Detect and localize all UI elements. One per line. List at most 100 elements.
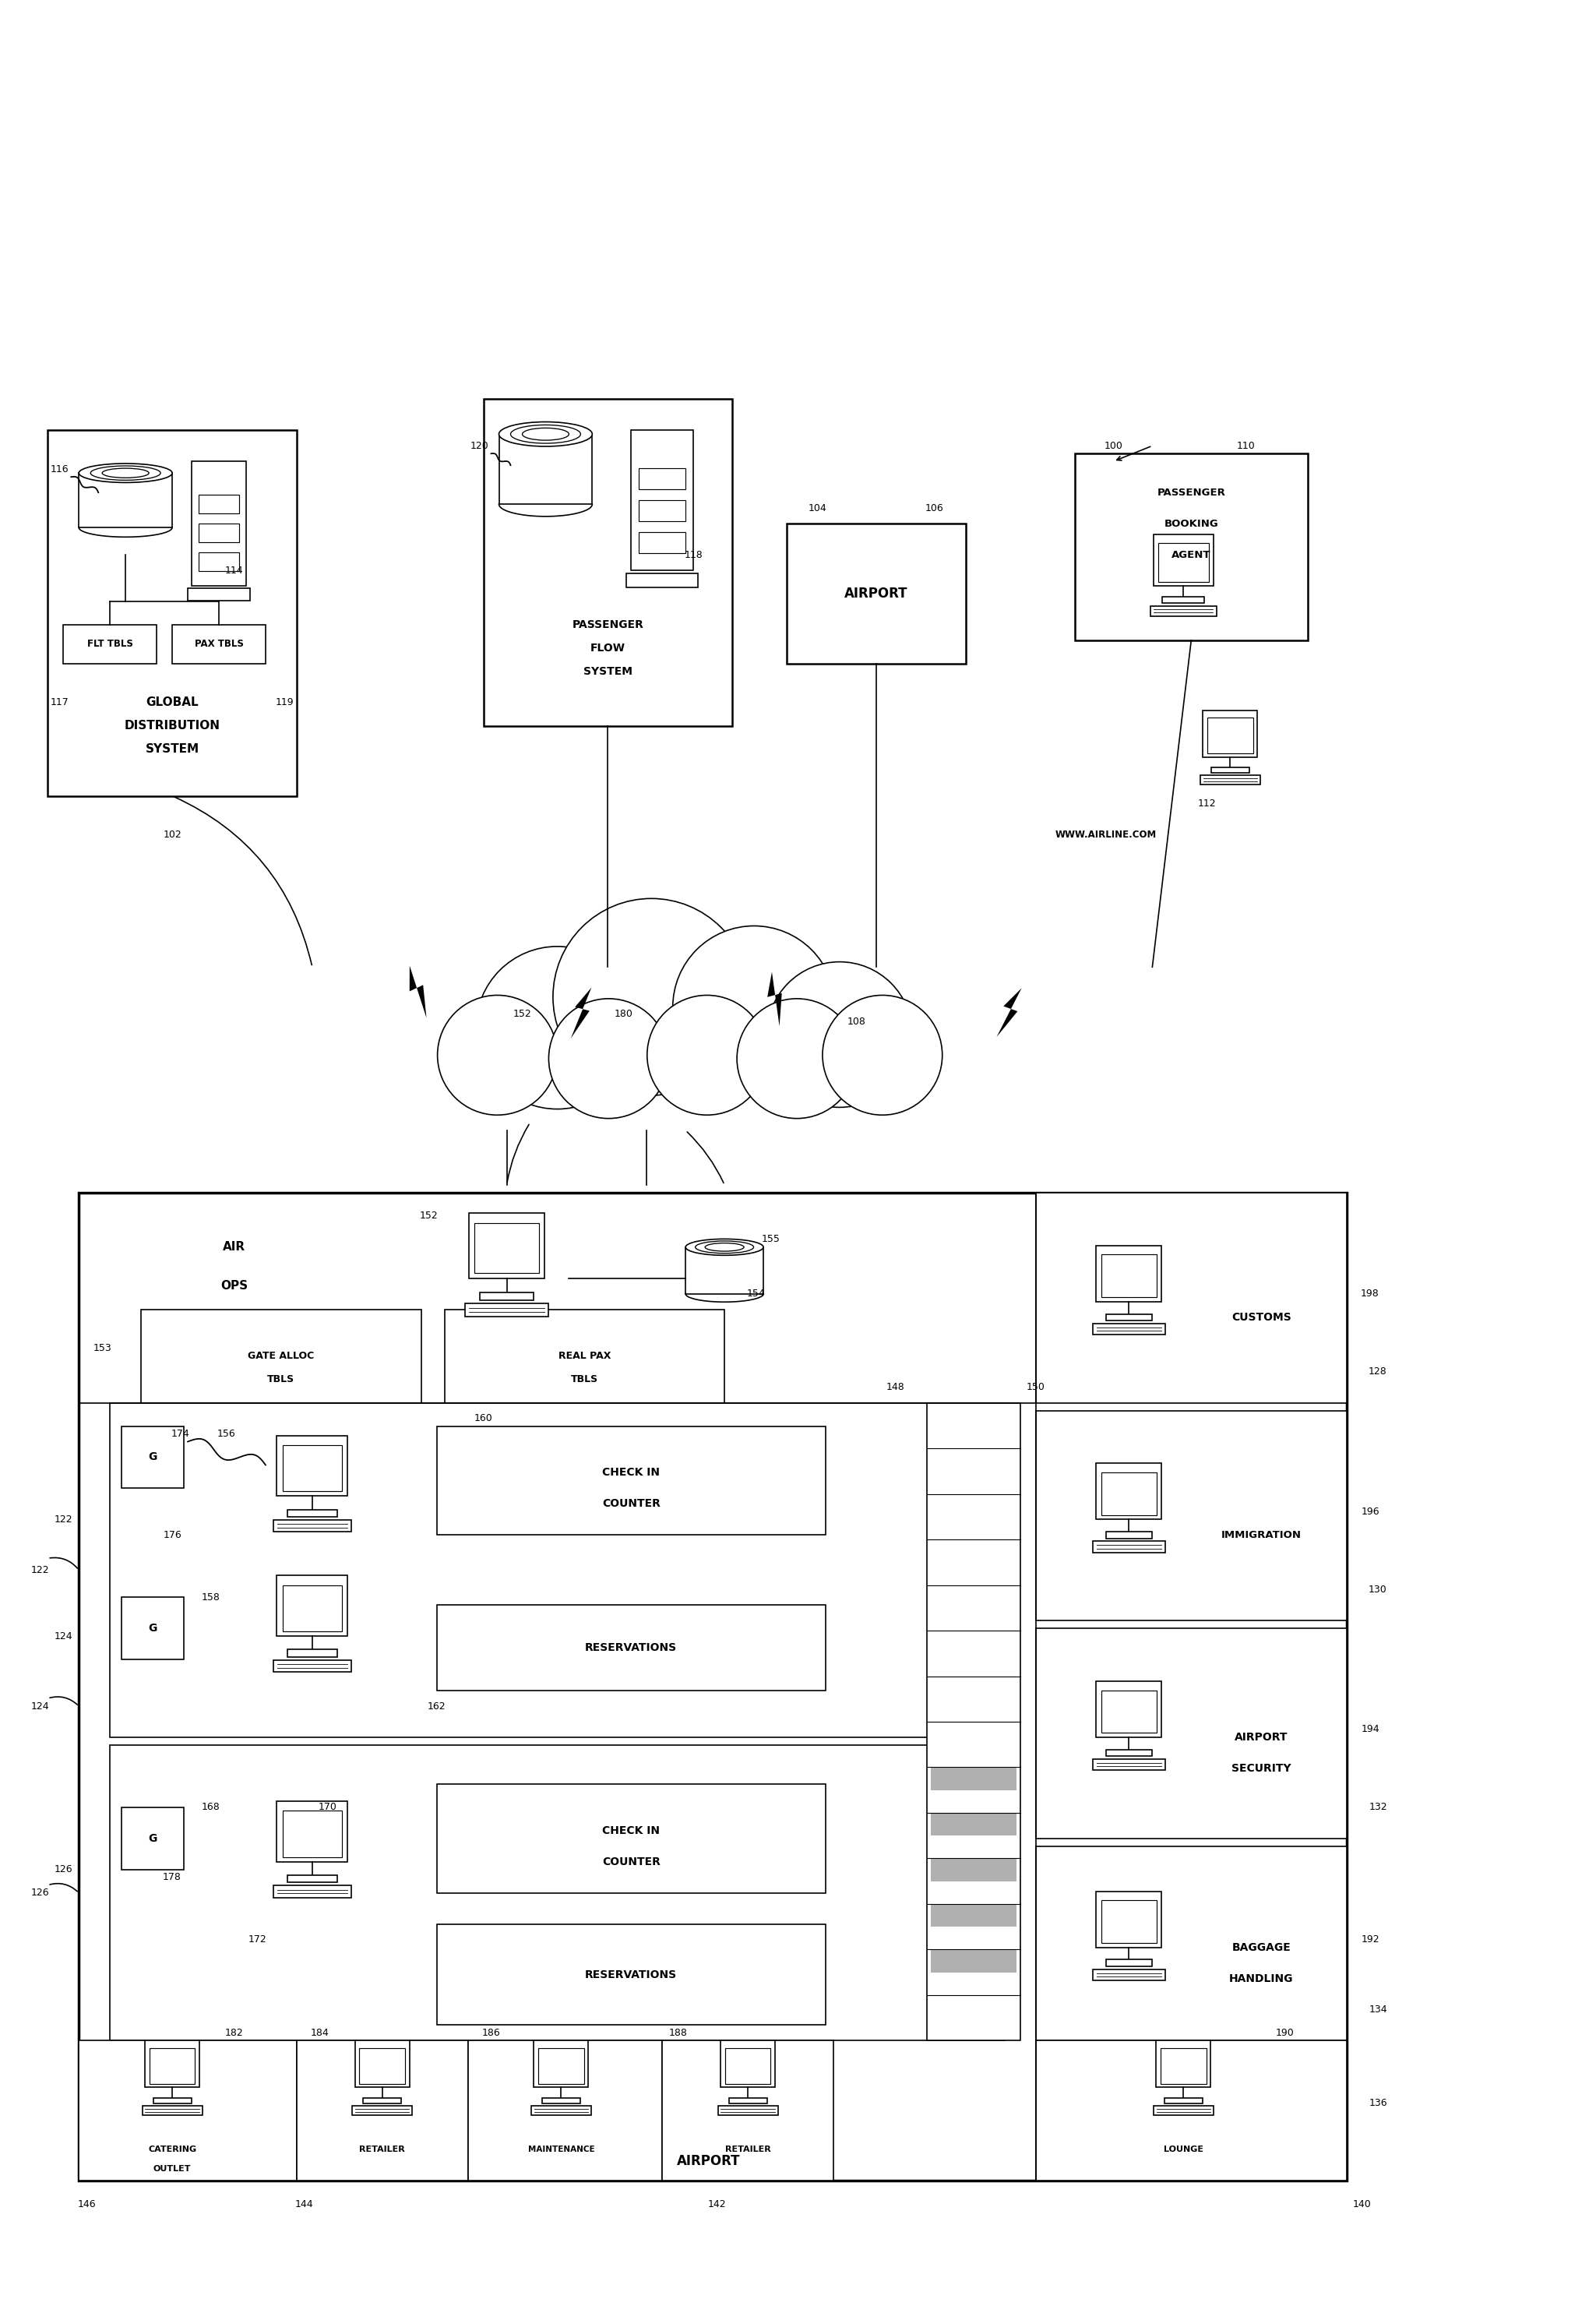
Bar	[484, 400, 733, 726]
Text: OPS: OPS	[220, 1281, 247, 1292]
Bar	[627, 572, 697, 586]
Bar	[198, 552, 239, 570]
Bar	[287, 1648, 337, 1658]
Bar	[287, 1876, 337, 1883]
Text: PASSENGER: PASSENGER	[571, 618, 643, 630]
Bar	[1096, 1246, 1162, 1301]
Text: 122: 122	[54, 1515, 72, 1524]
Text: GATE ALLOC: GATE ALLOC	[247, 1352, 314, 1361]
Text: DISTRIBUTION: DISTRIBUTION	[124, 720, 220, 731]
Text: 178: 178	[163, 1871, 182, 1883]
Bar	[1203, 710, 1258, 756]
Circle shape	[768, 961, 913, 1108]
Bar	[1096, 1464, 1162, 1520]
Bar	[78, 474, 172, 526]
Text: RETAILER: RETAILER	[359, 2145, 405, 2154]
Bar	[1159, 543, 1208, 582]
Bar	[48, 430, 297, 795]
Bar	[276, 1575, 348, 1637]
Bar	[480, 1292, 533, 1301]
Text: TBLS: TBLS	[268, 1375, 295, 1384]
Text: 134: 134	[1369, 2005, 1387, 2014]
Bar	[437, 1605, 825, 1690]
Ellipse shape	[78, 464, 172, 483]
Bar	[78, 1193, 1347, 2182]
Polygon shape	[410, 966, 426, 1018]
Bar	[359, 2048, 405, 2083]
Bar	[1096, 1892, 1162, 1947]
Text: 122: 122	[30, 1566, 49, 1575]
Text: 132: 132	[1369, 1802, 1387, 1812]
Text: CHECK IN: CHECK IN	[602, 1825, 661, 1837]
Text: RESERVATIONS: RESERVATIONS	[586, 1970, 677, 1979]
Bar	[276, 1435, 348, 1497]
Text: 124: 124	[54, 1630, 72, 1641]
Text: OUTLET: OUTLET	[153, 2166, 192, 2173]
Bar	[662, 2042, 833, 2182]
Text: 153: 153	[93, 1343, 112, 1354]
Text: PASSENGER: PASSENGER	[1157, 487, 1226, 497]
Text: 168: 168	[201, 1802, 220, 1812]
Polygon shape	[571, 989, 592, 1039]
Text: 136: 136	[1369, 2099, 1387, 2108]
Text: CHECK IN: CHECK IN	[602, 1467, 661, 1478]
Bar	[121, 1807, 184, 1869]
Bar	[930, 1904, 1017, 1927]
Bar	[1211, 768, 1250, 772]
Text: 174: 174	[171, 1428, 190, 1439]
Text: 126: 126	[30, 1887, 49, 1899]
Bar	[1106, 1315, 1152, 1320]
Text: 117: 117	[49, 697, 69, 708]
Bar	[142, 2106, 203, 2115]
Text: MAINTENANCE: MAINTENANCE	[528, 2145, 594, 2154]
Bar	[1096, 1681, 1162, 1738]
Bar	[1165, 2097, 1202, 2104]
Text: 144: 144	[295, 2200, 314, 2209]
Bar	[188, 589, 251, 600]
Bar	[930, 1950, 1017, 1973]
Text: BAGGAGE: BAGGAGE	[1232, 1943, 1291, 1952]
Text: WWW.AIRLINE.COM: WWW.AIRLINE.COM	[1055, 830, 1157, 839]
Polygon shape	[768, 972, 782, 1025]
Text: CUSTOMS: CUSTOMS	[1232, 1313, 1291, 1322]
Bar	[1036, 1412, 1347, 1621]
Bar	[110, 1745, 1004, 2042]
Text: 152: 152	[512, 1009, 531, 1018]
Bar	[172, 625, 265, 664]
Circle shape	[737, 998, 857, 1117]
Circle shape	[674, 926, 835, 1087]
Text: 116: 116	[49, 464, 69, 474]
Bar	[276, 1800, 348, 1862]
Text: 120: 120	[471, 441, 488, 451]
Bar	[787, 524, 966, 664]
Bar	[153, 2097, 192, 2104]
Text: 112: 112	[1197, 798, 1216, 809]
Circle shape	[549, 998, 669, 1117]
Circle shape	[552, 899, 750, 1094]
Text: AIRPORT: AIRPORT	[1235, 1731, 1288, 1743]
Text: 152: 152	[420, 1212, 439, 1221]
Text: 194: 194	[1361, 1724, 1379, 1733]
Bar	[1074, 453, 1307, 641]
Bar	[638, 501, 686, 522]
Text: HANDLING: HANDLING	[1229, 1973, 1293, 1984]
Bar	[1106, 1750, 1152, 1756]
Text: 192: 192	[1361, 1933, 1379, 1945]
Bar	[1160, 2048, 1207, 2083]
Bar	[198, 494, 239, 513]
Ellipse shape	[686, 1239, 763, 1255]
Bar	[437, 1784, 825, 1892]
Text: AIR: AIR	[223, 1241, 246, 1253]
Text: 148: 148	[886, 1382, 905, 1393]
Text: GLOBAL: GLOBAL	[145, 697, 198, 708]
Bar	[1106, 1531, 1152, 1538]
Text: 172: 172	[249, 1933, 267, 1945]
Text: 108: 108	[847, 1016, 867, 1028]
Text: 130: 130	[1369, 1584, 1387, 1596]
Bar	[297, 2042, 468, 2182]
Text: RESERVATIONS: RESERVATIONS	[586, 1641, 677, 1653]
Bar	[1093, 1759, 1165, 1770]
Bar	[1156, 2042, 1211, 2087]
Bar	[437, 1425, 825, 1536]
Bar	[543, 2097, 581, 2104]
